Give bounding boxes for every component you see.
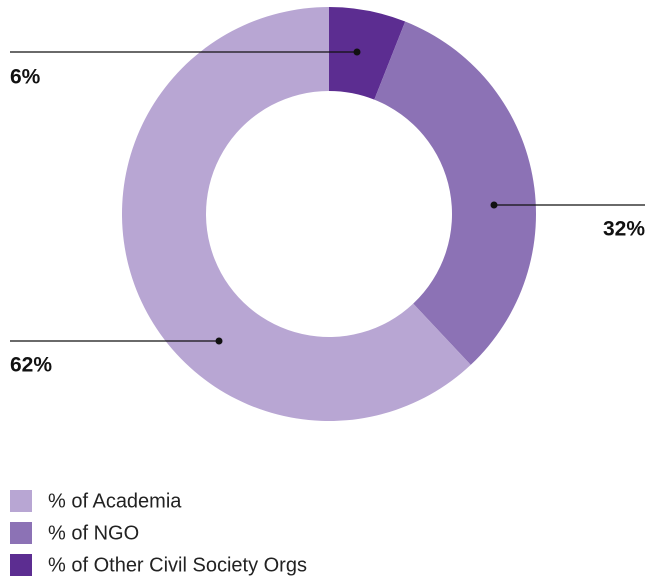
legend-swatch — [10, 522, 32, 544]
data-label: 32% — [603, 218, 645, 241]
legend-label: % of Academia — [48, 490, 182, 512]
data-label: 62% — [10, 354, 52, 377]
legend-swatch — [10, 554, 32, 576]
callout-dot — [353, 48, 361, 56]
data-label: 6% — [10, 66, 41, 89]
legend-label: % of NGO — [48, 522, 139, 544]
donut-slice — [121, 7, 471, 421]
donut-slice — [329, 7, 406, 100]
callout-dot — [215, 337, 223, 345]
callout-dot — [490, 201, 498, 209]
legend-swatch — [10, 490, 32, 512]
donut-slice — [374, 21, 537, 365]
legend-label: % of Other Civil Society Orgs — [48, 554, 307, 576]
